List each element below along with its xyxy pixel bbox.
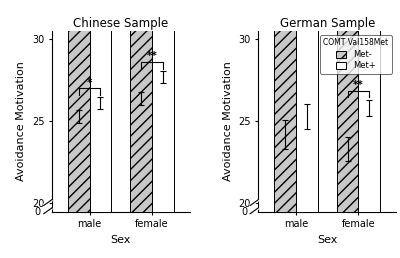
Text: 0: 0 bbox=[241, 207, 247, 216]
Title: German Sample: German Sample bbox=[280, 17, 375, 30]
Legend: Met-, Met+: Met-, Met+ bbox=[320, 35, 392, 74]
Text: **: ** bbox=[147, 51, 158, 61]
X-axis label: Sex: Sex bbox=[317, 235, 337, 245]
Y-axis label: Avoidance Motivation: Avoidance Motivation bbox=[16, 61, 26, 181]
Bar bbox=[358, 0, 380, 212]
Bar bbox=[90, 0, 112, 212]
Bar bbox=[68, 0, 90, 212]
Bar bbox=[152, 0, 174, 212]
Bar bbox=[296, 0, 318, 212]
X-axis label: Sex: Sex bbox=[111, 235, 131, 245]
Bar bbox=[130, 0, 152, 212]
Bar bbox=[274, 0, 296, 212]
Text: *: * bbox=[87, 78, 92, 88]
Title: Chinese Sample: Chinese Sample bbox=[73, 17, 168, 30]
Text: **: ** bbox=[353, 80, 364, 90]
Bar bbox=[336, 0, 358, 212]
Y-axis label: Avoidance Motivation: Avoidance Motivation bbox=[223, 61, 233, 181]
Text: 0: 0 bbox=[35, 207, 41, 216]
